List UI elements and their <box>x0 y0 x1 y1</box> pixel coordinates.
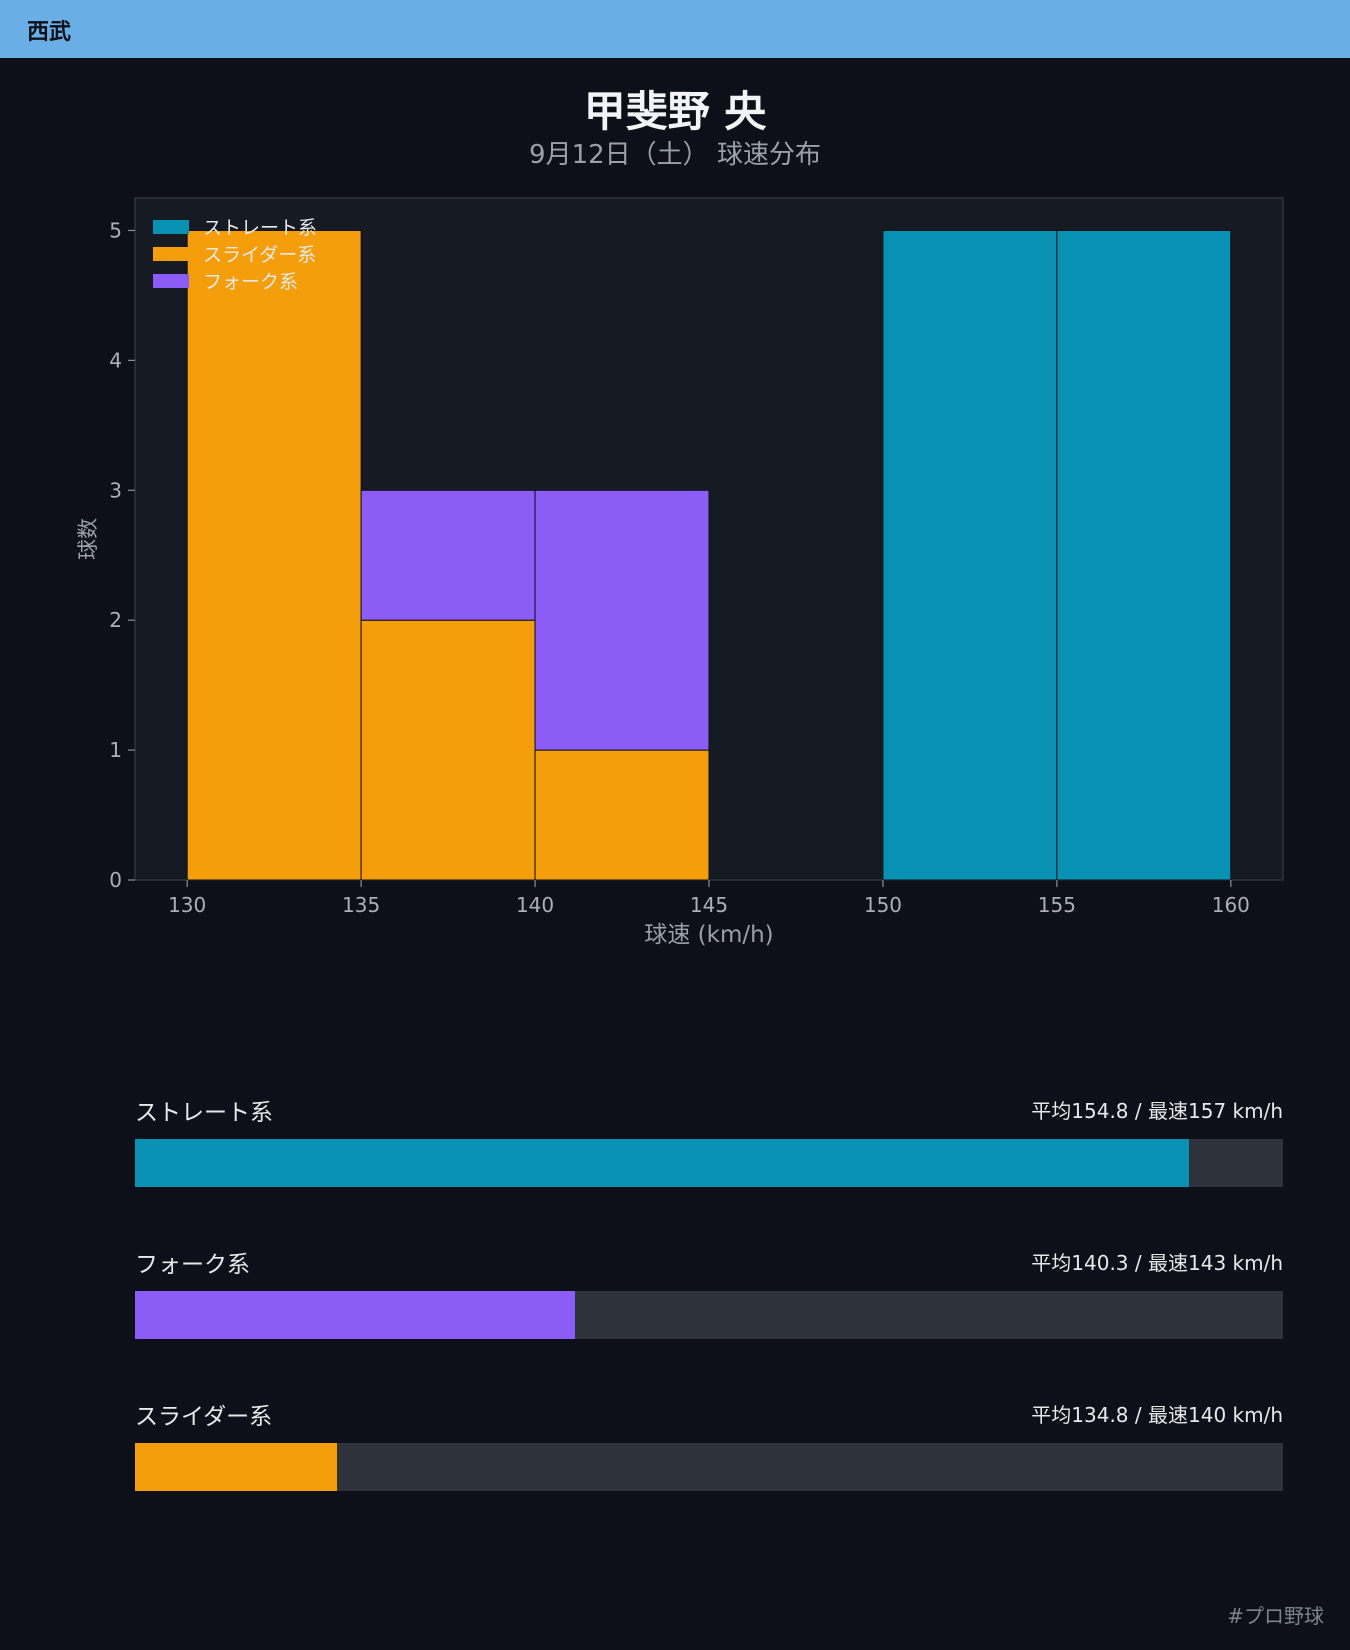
stat-row: スライダー系 平均134.8 / 最速140 km/h <box>135 1389 1283 1541</box>
y-tick-label: 2 <box>109 608 122 632</box>
speed-histogram: 130 135 140 145 150 155 160 0 1 2 3 4 5 球速 (km/h) 球数 スト… <box>76 197 1284 948</box>
x-tick-label: 145 <box>690 893 728 917</box>
x-tick-label: 140 <box>516 893 554 917</box>
histogram-bar <box>186 229 362 881</box>
stat-bar-track <box>135 1443 1283 1491</box>
stat-pitch-name: スライダー系 <box>135 1404 273 1430</box>
x-axis-label: 球速 (km/h) <box>644 922 773 948</box>
x-tick-label: 130 <box>168 893 206 917</box>
stat-pitch-name: フォーク系 <box>135 1252 250 1278</box>
y-tick-label: 0 <box>109 868 122 892</box>
stat-bar-fill <box>135 1443 338 1491</box>
histogram-bar <box>1056 229 1232 881</box>
y-axis-label: 球数 <box>76 518 100 560</box>
stat-bar-track <box>135 1139 1283 1187</box>
team-name: 西武 <box>27 20 72 45</box>
histogram-bar <box>360 489 536 621</box>
stat-bar-fill <box>135 1291 575 1339</box>
x-tick-label: 155 <box>1038 893 1076 917</box>
stat-pitch-name: ストレート系 <box>135 1100 273 1126</box>
y-tick-label: 3 <box>109 478 122 502</box>
y-tick-label: 1 <box>109 738 122 762</box>
stat-speed-text: 平均154.8 / 最速157 km/h <box>1031 1099 1283 1123</box>
histogram-bar <box>360 619 536 881</box>
x-tick-label: 160 <box>1212 893 1250 917</box>
y-tick-label: 5 <box>109 218 122 242</box>
histogram-bar <box>882 229 1058 881</box>
legend-label: ストレート系 <box>203 217 317 239</box>
legend-swatch <box>153 220 189 234</box>
stat-row: フォーク系 平均140.3 / 最速143 km/h <box>135 1237 1283 1389</box>
x-tick-label: 150 <box>864 893 902 917</box>
stat-bar-track <box>135 1291 1283 1339</box>
stat-speed-text: 平均140.3 / 最速143 km/h <box>1031 1251 1283 1275</box>
stat-speed-text: 平均134.8 / 最速140 km/h <box>1031 1403 1283 1427</box>
y-tick-label: 4 <box>109 348 122 372</box>
stat-row: ストレート系 平均154.8 / 最速157 km/h <box>135 1085 1283 1237</box>
histogram-bar <box>534 749 710 881</box>
x-tick-label: 135 <box>342 893 380 917</box>
legend-swatch <box>153 247 189 261</box>
team-header-bar: 西武 <box>0 0 1350 58</box>
stat-bar-fill <box>135 1139 1189 1187</box>
legend-label: フォーク系 <box>203 271 298 293</box>
pitch-stats: ストレート系 平均154.8 / 最速157 km/h フォーク系 平均140.… <box>135 1085 1283 1541</box>
legend-swatch <box>153 274 189 288</box>
pitcher-name: 甲斐野 央 <box>583 87 767 136</box>
histogram-bar <box>534 489 710 751</box>
chart-subtitle: 9月12日（土） 球速分布 <box>529 140 821 170</box>
hashtag: #プロ野球 <box>1227 1604 1324 1628</box>
legend-label: スライダー系 <box>203 244 316 266</box>
